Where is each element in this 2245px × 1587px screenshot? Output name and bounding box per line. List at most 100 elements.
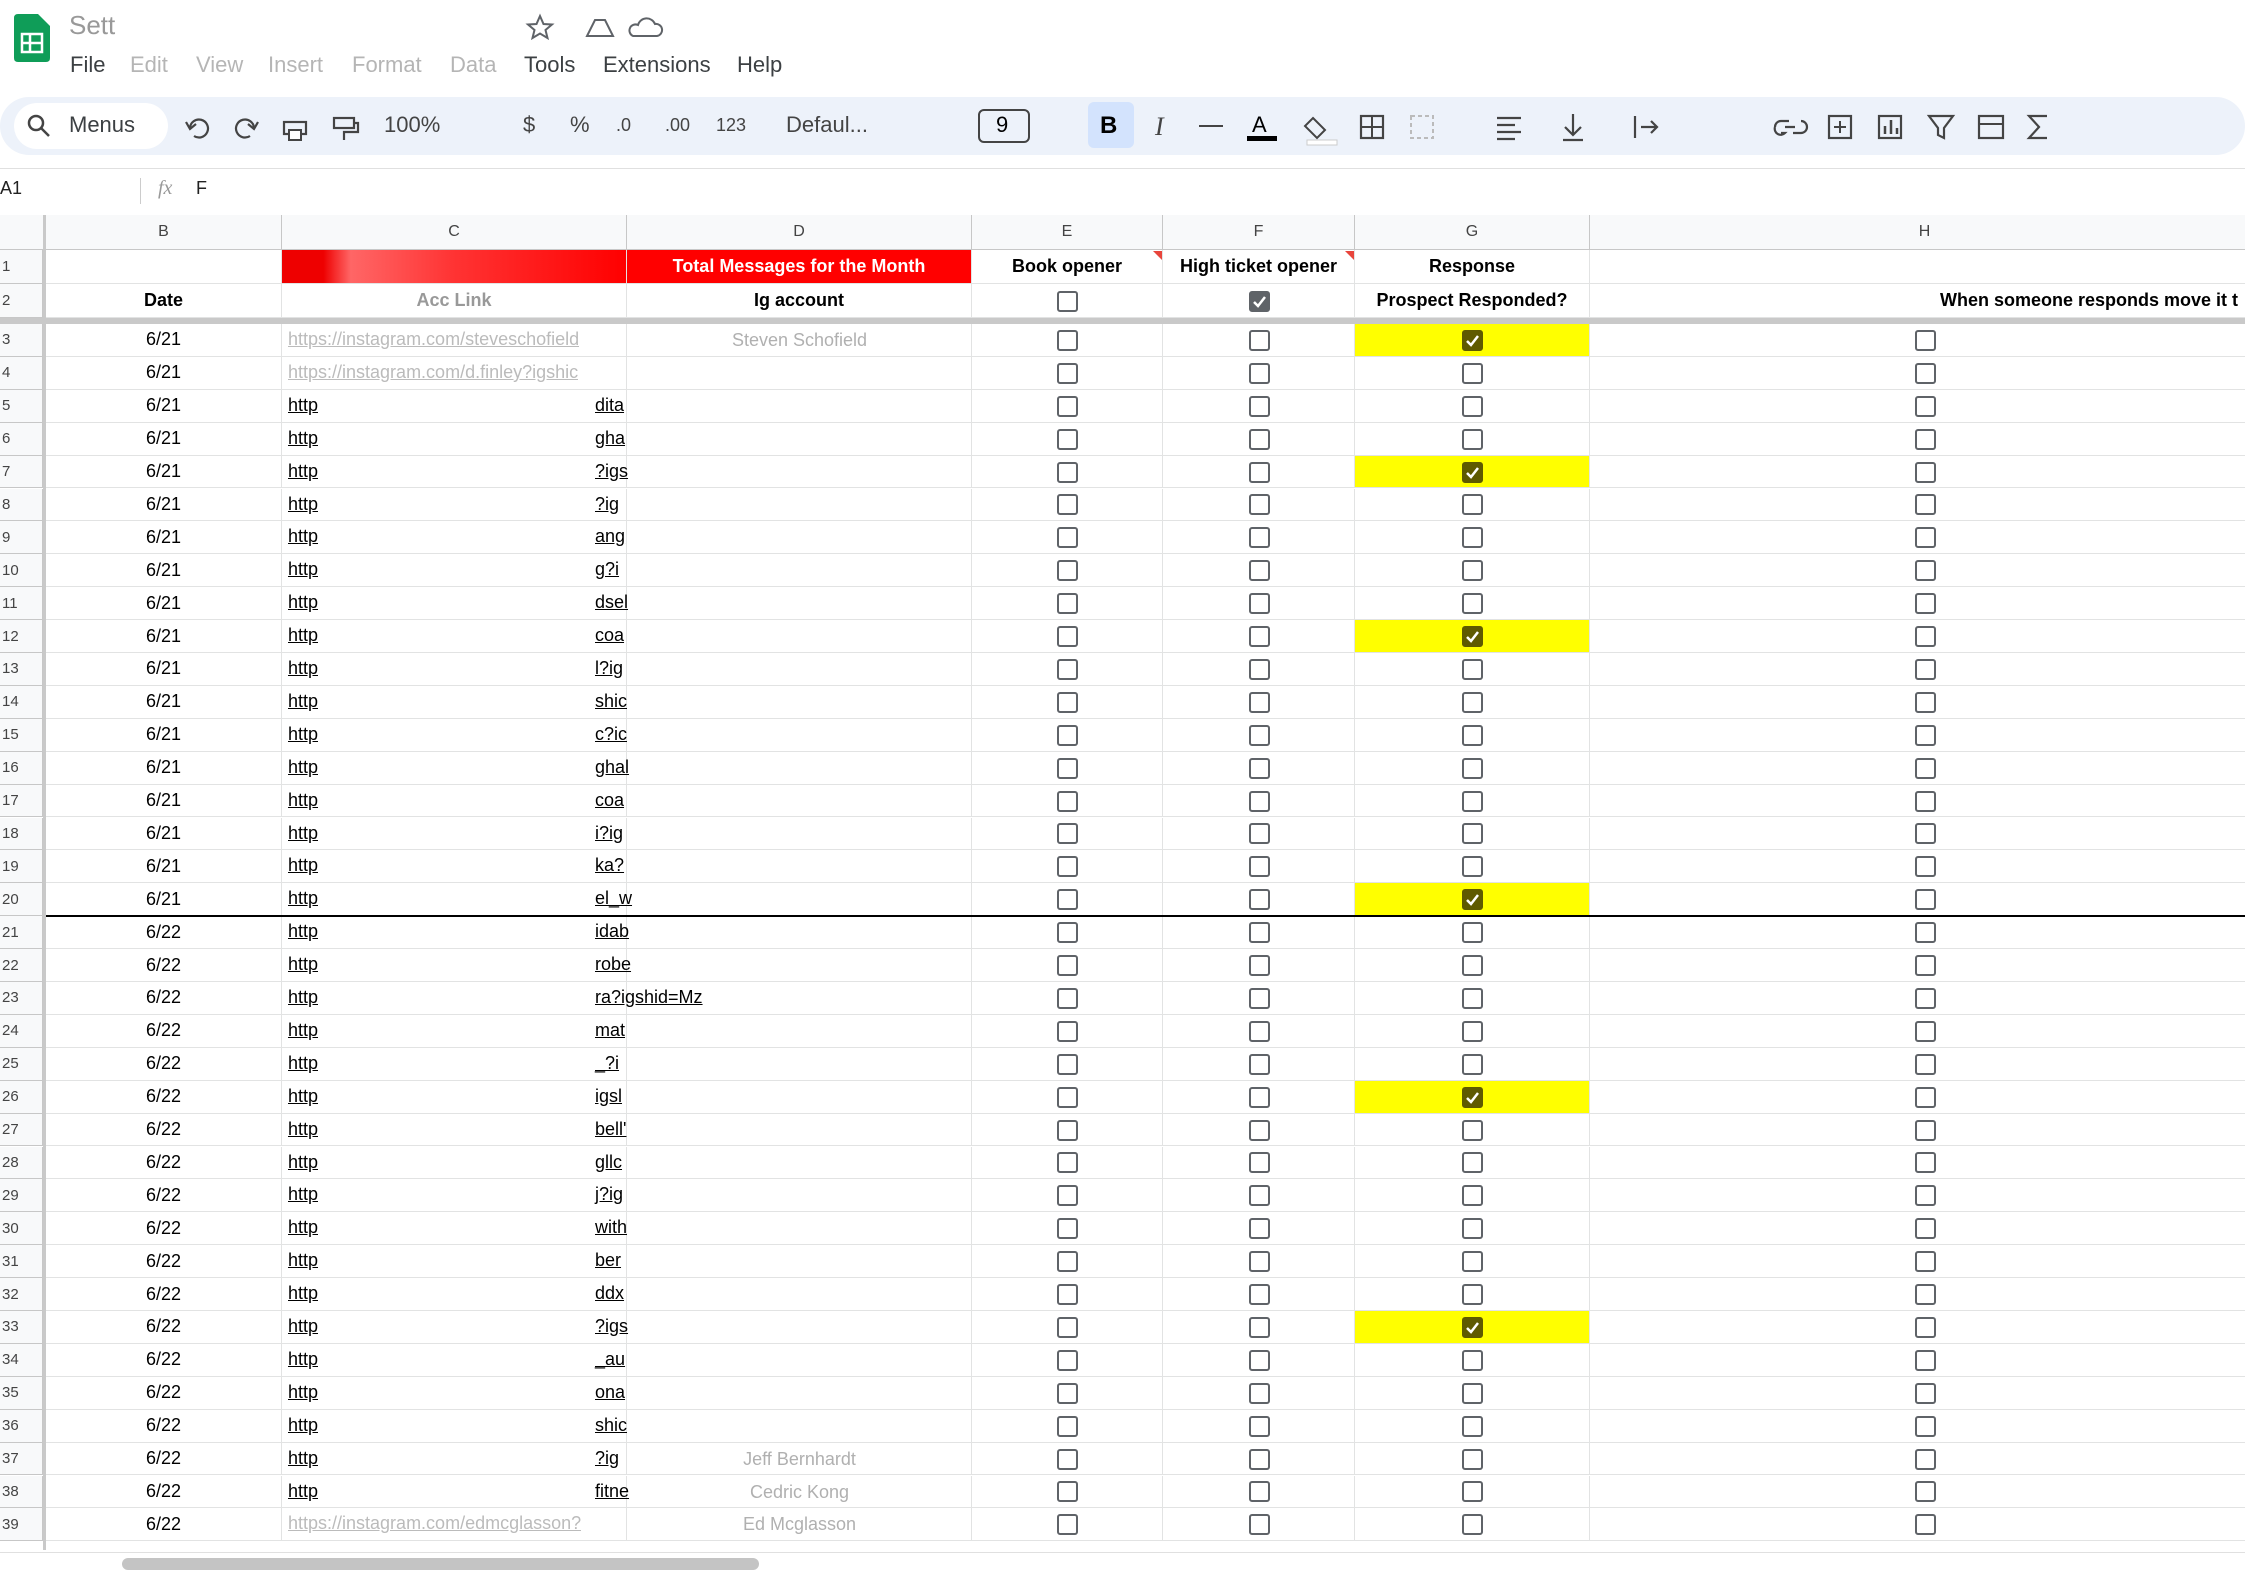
- menu-item[interactable]: Insert: [268, 52, 324, 77]
- checkbox[interactable]: [1914, 593, 1936, 615]
- checkbox[interactable]: [1462, 856, 1483, 878]
- column-header[interactable]: F: [1163, 215, 1355, 250]
- title-icons[interactable]: [525, 12, 665, 42]
- link-end[interactable]: c?ic: [595, 723, 628, 744]
- checkbox[interactable]: [1248, 1251, 1270, 1273]
- link-end[interactable]: coa: [595, 789, 625, 810]
- checkbox[interactable]: [1914, 560, 1936, 582]
- checkbox[interactable]: [1462, 1020, 1483, 1042]
- checkbox[interactable]: [1057, 1251, 1078, 1273]
- checkbox[interactable]: [1462, 593, 1483, 615]
- toolbar-font-size[interactable]: 9: [996, 112, 1009, 137]
- menu-item[interactable]: Extensions: [603, 52, 711, 77]
- link-end[interactable]: gllc: [595, 1151, 623, 1172]
- checkbox[interactable]: [1057, 724, 1078, 746]
- checkbox[interactable]: [1914, 461, 1936, 483]
- checkbox[interactable]: [1914, 1349, 1936, 1371]
- link-end[interactable]: coa: [595, 625, 625, 646]
- checkbox[interactable]: [1057, 1020, 1078, 1042]
- checkbox[interactable]: [1248, 290, 1270, 312]
- checkbox[interactable]: [1914, 362, 1936, 384]
- link[interactable]: http: [288, 690, 319, 711]
- checkbox[interactable]: [1057, 1349, 1078, 1371]
- row-number[interactable]: 14: [0, 685, 43, 719]
- link[interactable]: http: [288, 460, 319, 481]
- link[interactable]: http: [288, 756, 319, 777]
- checkbox[interactable]: [1057, 329, 1078, 351]
- checkbox[interactable]: [1914, 1251, 1936, 1273]
- link-end[interactable]: g?i: [595, 559, 620, 580]
- checkbox[interactable]: [1914, 757, 1936, 779]
- checkbox[interactable]: [1914, 395, 1936, 417]
- checkbox[interactable]: [1462, 1415, 1483, 1437]
- link-end[interactable]: ?igs: [595, 460, 629, 481]
- checkbox[interactable]: [1248, 1086, 1270, 1108]
- doc-title[interactable]: Sett: [69, 10, 116, 40]
- link[interactable]: http: [288, 1316, 319, 1336]
- checkbox[interactable]: [1057, 757, 1078, 779]
- link-end[interactable]: idab: [595, 921, 630, 942]
- checkbox[interactable]: [1914, 1514, 1936, 1536]
- checkbox[interactable]: [1914, 823, 1936, 845]
- checkbox[interactable]: [1462, 790, 1483, 812]
- link-end[interactable]: fitne: [595, 1480, 630, 1501]
- row-number[interactable]: 2: [0, 284, 43, 318]
- link-end[interactable]: igsl: [595, 1085, 623, 1106]
- link-end[interactable]: ?ig: [595, 493, 620, 514]
- row-number[interactable]: 39: [0, 1508, 43, 1542]
- row-number[interactable]: 20: [0, 883, 43, 917]
- checkbox[interactable]: [1248, 691, 1270, 713]
- link-end[interactable]: bell': [595, 1118, 627, 1139]
- checkbox[interactable]: [1914, 1119, 1936, 1141]
- checkbox[interactable]: [1462, 560, 1483, 582]
- link-end[interactable]: ra?igshid=Mz: [595, 987, 703, 1007]
- link[interactable]: http: [288, 789, 319, 810]
- checkbox[interactable]: [1462, 494, 1483, 516]
- link-end[interactable]: ka?: [595, 855, 625, 876]
- checkbox[interactable]: [1914, 1316, 1936, 1338]
- link[interactable]: http: [288, 658, 319, 678]
- row-number[interactable]: 37: [0, 1442, 43, 1476]
- row-number[interactable]: 23: [0, 982, 43, 1015]
- link-end[interactable]: ?igs: [595, 1316, 629, 1336]
- checkbox[interactable]: [1248, 987, 1270, 1009]
- checkbox[interactable]: [1248, 527, 1270, 549]
- checkbox[interactable]: [1914, 1152, 1936, 1174]
- row-number[interactable]: 31: [0, 1245, 43, 1279]
- row-number[interactable]: 34: [0, 1343, 43, 1377]
- checkbox[interactable]: [1462, 1218, 1483, 1240]
- checkbox[interactable]: [1914, 724, 1936, 746]
- link[interactable]: http: [288, 1052, 319, 1073]
- menu-item[interactable]: Help: [737, 52, 783, 77]
- checkbox[interactable]: [1057, 560, 1078, 582]
- checkbox[interactable]: [1057, 955, 1078, 977]
- checkbox[interactable]: [1914, 987, 1936, 1009]
- checkbox[interactable]: [1057, 987, 1078, 1009]
- checkbox[interactable]: [1462, 626, 1483, 648]
- checkbox[interactable]: [1057, 1382, 1078, 1404]
- checkbox[interactable]: [1462, 1316, 1483, 1338]
- toolbar-bold[interactable]: B: [1100, 112, 1118, 139]
- menu-item[interactable]: File: [70, 52, 106, 77]
- checkbox[interactable]: [1248, 395, 1270, 417]
- link[interactable]: https://instagram.com/edmcglasson?: [288, 1513, 582, 1534]
- column-header[interactable]: C: [282, 215, 627, 250]
- checkbox[interactable]: [1057, 593, 1078, 615]
- menu-item[interactable]: Tools: [524, 52, 576, 77]
- checkbox[interactable]: [1914, 1415, 1936, 1437]
- checkbox[interactable]: [1057, 1284, 1078, 1306]
- link[interactable]: http: [288, 427, 319, 448]
- link[interactable]: http: [288, 1447, 319, 1468]
- link-end[interactable]: ang: [595, 526, 626, 547]
- checkbox[interactable]: [1462, 691, 1483, 713]
- link[interactable]: http: [288, 559, 319, 580]
- checkbox[interactable]: [1462, 362, 1483, 384]
- link-end[interactable]: shic: [595, 1414, 628, 1435]
- checkbox[interactable]: [1057, 290, 1078, 312]
- row-number[interactable]: 29: [0, 1179, 43, 1213]
- link-end[interactable]: i?ig: [595, 822, 624, 843]
- link[interactable]: https://instagram.com/steveschofield: [288, 329, 580, 349]
- checkbox[interactable]: [1462, 1481, 1483, 1503]
- checkbox[interactable]: [1462, 823, 1483, 845]
- checkbox[interactable]: [1248, 1415, 1270, 1437]
